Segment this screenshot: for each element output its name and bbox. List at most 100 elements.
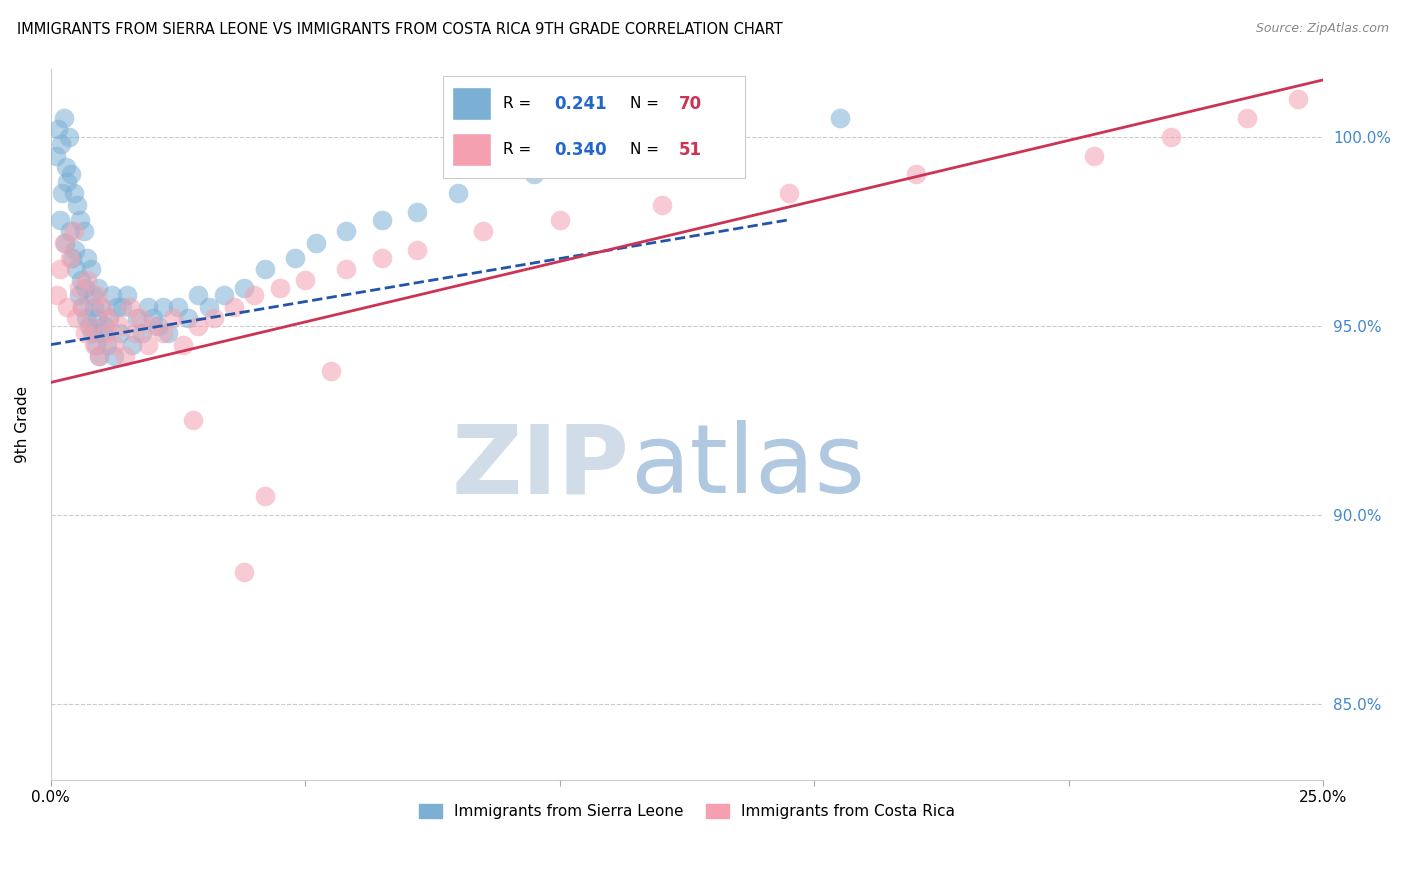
Point: [406, 205, 429, 219]
Point: [101, 288, 124, 302]
Point: [319, 364, 342, 378]
Text: 0.340: 0.340: [555, 141, 607, 159]
Point: [167, 300, 190, 314]
Point: [1286, 92, 1309, 106]
Point: [90, 300, 112, 314]
Point: [222, 300, 245, 314]
Text: atlas: atlas: [630, 420, 865, 513]
Point: [80, 326, 103, 341]
Point: [108, 318, 131, 333]
Point: [105, 300, 128, 314]
Point: [233, 565, 256, 579]
Point: [651, 197, 673, 211]
Point: [304, 235, 326, 250]
Point: [131, 326, 153, 341]
Point: [65, 262, 87, 277]
Point: [45, 288, 67, 302]
Text: N =: N =: [630, 142, 664, 157]
Text: N =: N =: [630, 96, 664, 111]
Bar: [451, 133, 491, 166]
Point: [94, 326, 117, 341]
Point: [90, 326, 112, 341]
Point: [136, 300, 159, 314]
Point: [172, 337, 194, 351]
Point: [67, 288, 90, 302]
Point: [89, 349, 111, 363]
Point: [370, 212, 392, 227]
Point: [45, 148, 67, 162]
Point: [129, 311, 152, 326]
Point: [103, 349, 125, 363]
Point: [86, 288, 108, 302]
Point: [370, 251, 392, 265]
Point: [243, 288, 266, 302]
Point: [86, 281, 108, 295]
Point: [76, 273, 98, 287]
Text: 70: 70: [679, 95, 702, 112]
Point: [52, 111, 75, 125]
Point: [49, 137, 72, 152]
Point: [124, 326, 146, 341]
Point: [828, 111, 851, 125]
Point: [79, 262, 101, 277]
Point: [142, 311, 165, 326]
Point: [146, 318, 169, 333]
Point: [72, 300, 94, 314]
Point: [53, 235, 76, 250]
Point: [49, 262, 72, 277]
Point: [1236, 111, 1258, 125]
Point: [66, 197, 89, 211]
Point: [121, 337, 143, 351]
Point: [86, 311, 108, 326]
Point: [1160, 129, 1182, 144]
Point: [75, 326, 97, 341]
Point: [152, 300, 174, 314]
Point: [406, 243, 429, 257]
Point: [60, 168, 83, 182]
Point: [62, 186, 84, 201]
Point: [49, 212, 72, 227]
Point: [60, 251, 83, 265]
Point: [472, 224, 495, 238]
Point: [599, 148, 621, 162]
Point: [114, 349, 136, 363]
Point: [48, 122, 70, 136]
Point: [98, 311, 121, 326]
Point: [84, 337, 107, 351]
Point: [142, 318, 165, 333]
Point: [65, 311, 87, 326]
Point: [111, 300, 134, 314]
Bar: [451, 87, 491, 120]
Point: [335, 262, 357, 277]
Point: [82, 288, 104, 302]
Point: [72, 300, 94, 314]
Point: [62, 224, 84, 238]
Point: [59, 224, 82, 238]
Point: [156, 326, 179, 341]
Point: [197, 300, 219, 314]
Point: [152, 326, 174, 341]
Point: [65, 243, 87, 257]
Point: [1083, 148, 1105, 162]
Point: [136, 337, 159, 351]
Point: [183, 413, 205, 427]
Point: [67, 281, 90, 295]
Text: R =: R =: [503, 142, 537, 157]
Text: 0.241: 0.241: [555, 95, 607, 112]
Point: [75, 281, 97, 295]
Point: [58, 129, 80, 144]
Point: [127, 311, 149, 326]
Point: [70, 273, 93, 287]
Point: [90, 300, 112, 314]
Point: [51, 186, 73, 201]
Point: [548, 212, 571, 227]
Point: [77, 318, 100, 333]
Point: [233, 281, 256, 295]
Point: [103, 337, 125, 351]
Point: [89, 349, 111, 363]
Point: [294, 273, 316, 287]
Point: [83, 300, 105, 314]
Point: [447, 186, 470, 201]
Point: [73, 224, 96, 238]
Point: [59, 251, 82, 265]
